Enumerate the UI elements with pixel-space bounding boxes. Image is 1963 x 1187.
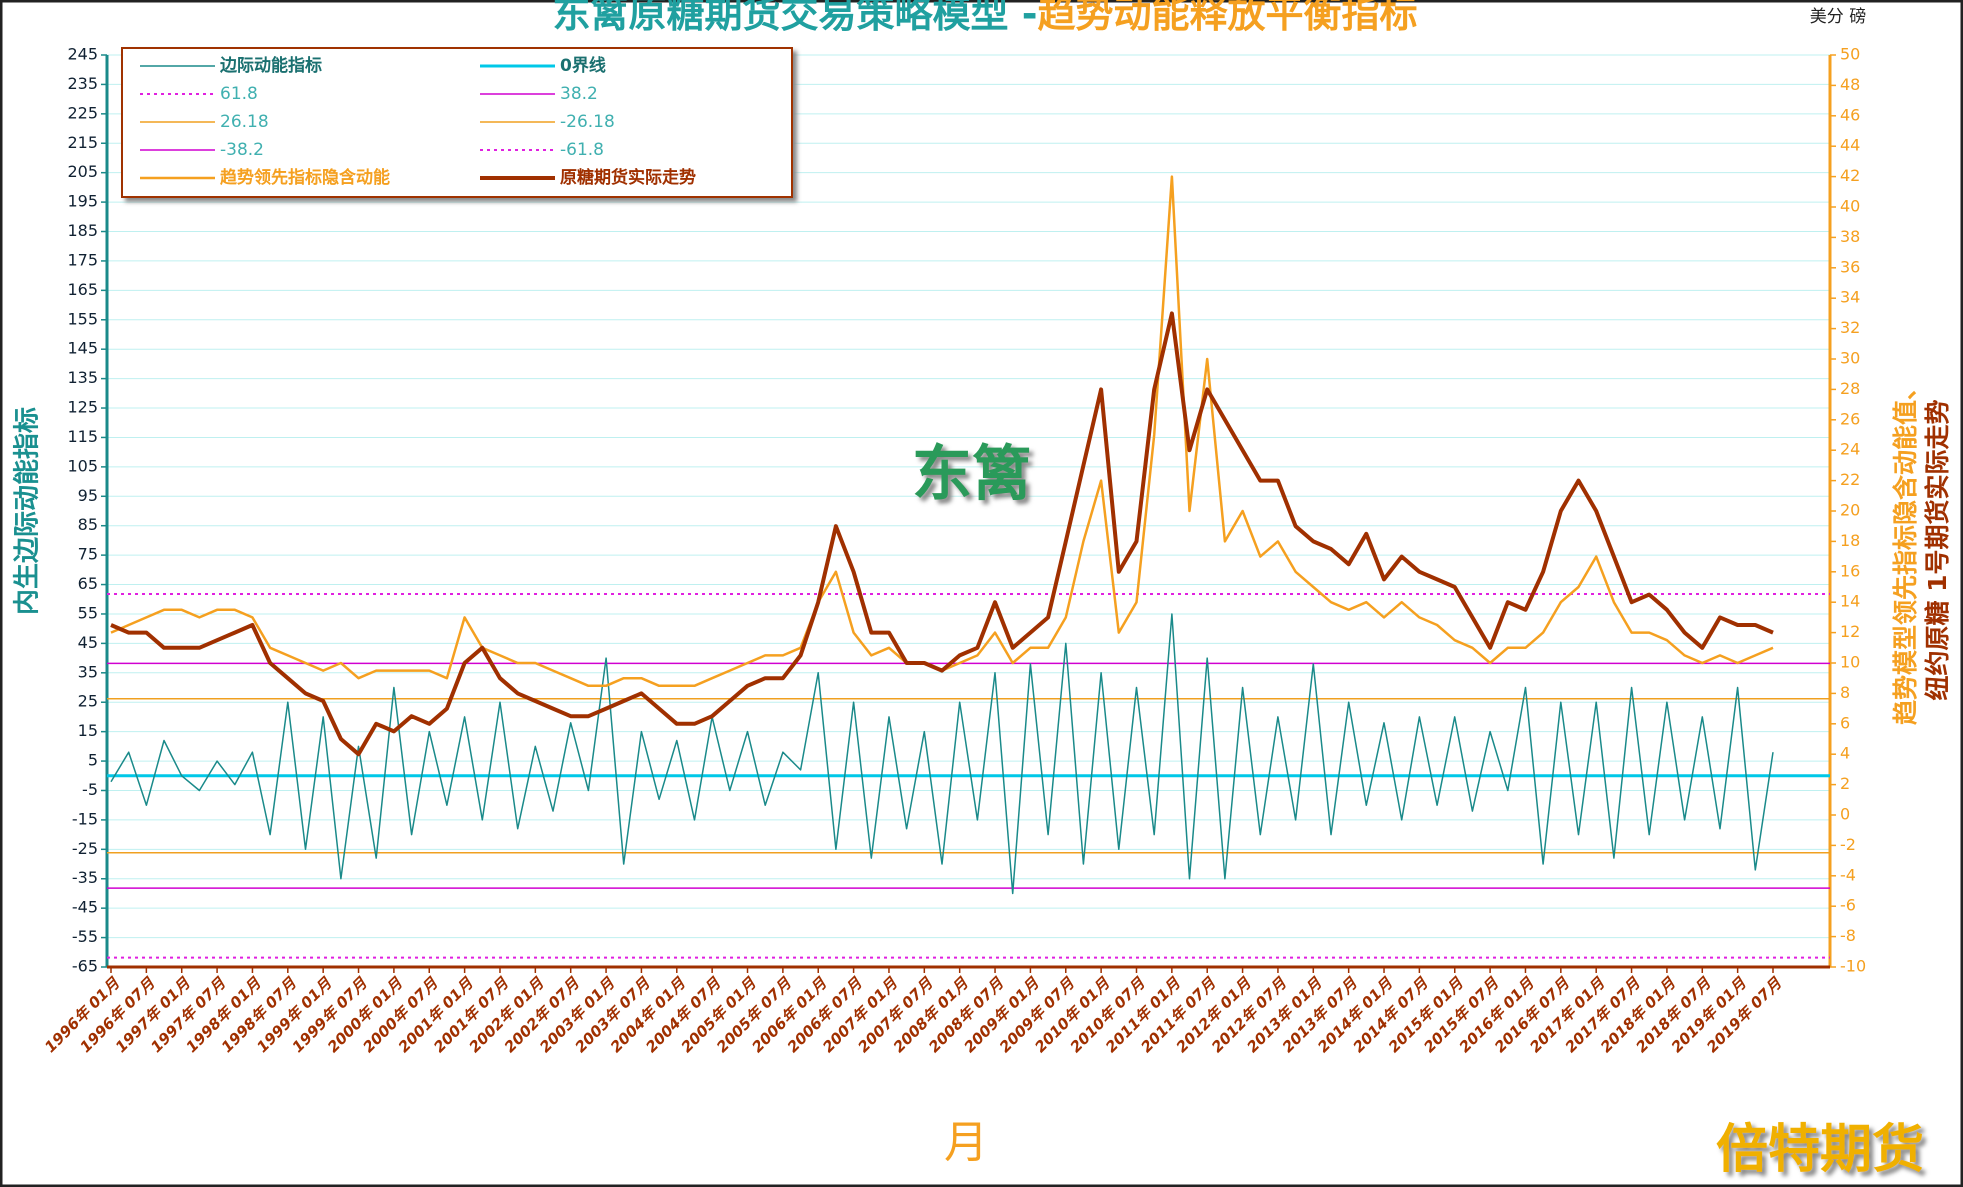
y2-tick-label: 46 [1840, 105, 1860, 124]
legend-label: 38.2 [560, 84, 598, 104]
legend-label: 边际动能指标 [219, 55, 322, 76]
y2-tick-label: 30 [1840, 349, 1860, 368]
y-tick-label: 105 [67, 456, 98, 475]
y2-tick-label: 26 [1840, 409, 1860, 428]
y2-tick-label: 36 [1840, 257, 1860, 276]
y-tick-label: 205 [67, 162, 98, 181]
y2-tick-label: -2 [1840, 835, 1856, 854]
y-tick-label: 185 [67, 221, 98, 240]
y-tick-label: 235 [67, 74, 98, 93]
y-tick-label: 245 [67, 45, 98, 64]
legend-label: -26.18 [560, 112, 615, 132]
y2-tick-label: 42 [1840, 166, 1860, 185]
title-part: 东篱原糖期货交易策略模型 - [552, 0, 1037, 36]
y-tick-label: -45 [72, 898, 98, 917]
watermark: 倍特期货 [1716, 1120, 1924, 1180]
y2-tick-label: -4 [1840, 865, 1856, 884]
y-tick-label: -5 [82, 780, 98, 799]
legend-label: -38.2 [220, 140, 264, 160]
series-line [110, 311, 1774, 757]
y-tick-label: 175 [67, 250, 98, 269]
y2-axis-title: 纽约原糖 1号期货实际走势 [1923, 399, 1952, 700]
y2-tick-label: 8 [1840, 683, 1850, 702]
y2-tick-label: 34 [1840, 288, 1860, 307]
y-tick-label: 25 [78, 692, 98, 711]
y-tick-label: 195 [67, 192, 98, 211]
legend-label: 趋势领先指标隐含动能 [220, 167, 390, 188]
y-tick-label: -55 [72, 927, 98, 946]
y-tick-label: -35 [72, 868, 98, 887]
y-tick-label: 125 [67, 398, 98, 417]
y-tick-label: 95 [78, 486, 98, 505]
y2-tick-label: 20 [1840, 501, 1860, 520]
x-axis-title: 月 [944, 1117, 988, 1168]
y-tick-label: 155 [67, 309, 98, 328]
y2-tick-label: 32 [1840, 318, 1860, 337]
y-tick-label: 35 [78, 662, 98, 681]
y2-tick-label: 10 [1840, 653, 1860, 672]
legend-label: -61.8 [560, 140, 604, 160]
legend-label: 原糖期货实际走势 [560, 167, 696, 188]
y-tick-label: -65 [72, 957, 98, 976]
y-axis-title: 内生边际动能指标 [12, 407, 43, 615]
y-tick-label: 55 [78, 603, 98, 622]
y2-tick-label: -6 [1840, 896, 1856, 915]
y2-tick-label: 12 [1840, 622, 1860, 641]
y2-tick-label: 0 [1840, 805, 1850, 824]
unit-label: 美分 磅 [1810, 7, 1866, 27]
watermark: 东篱 [912, 440, 1032, 510]
y2-tick-label: 24 [1840, 440, 1860, 459]
legend: 边际动能指标 0界线 61.8 38.2 26.18 -26.18 -38.2 -61.8 趋势… [121, 47, 793, 198]
y2-tick-label: 16 [1840, 561, 1860, 580]
y-tick-label: -25 [72, 839, 98, 858]
y-tick-label: 115 [67, 427, 98, 446]
y2-tick-label: 50 [1840, 45, 1860, 64]
chart-title: 东篱原糖期货交易策略模型 -趋势动能释放平衡指标 [552, 0, 1417, 36]
y-tick-label: 85 [78, 515, 98, 534]
y-tick-label: -15 [72, 809, 98, 828]
y-tick-label: 165 [67, 280, 98, 299]
y2-tick-label: 6 [1840, 713, 1850, 732]
y-tick-label: 135 [67, 368, 98, 387]
y2-tick-label: 40 [1840, 197, 1860, 216]
y2-tick-label: 18 [1840, 531, 1860, 550]
y2-tick-label: 14 [1840, 592, 1860, 611]
y2-tick-label: 22 [1840, 470, 1860, 489]
y2-tick-label: -10 [1840, 957, 1866, 976]
legend-label: 0界线 [560, 55, 606, 76]
y2-tick-label: 4 [1840, 744, 1850, 763]
title-part: 趋势动能释放平衡指标 [1038, 0, 1418, 36]
legend-label: 61.8 [220, 84, 258, 104]
series-line [110, 613, 1774, 895]
y-tick-label: 75 [78, 545, 98, 564]
y2-tick-label: 2 [1840, 774, 1850, 793]
y-tick-label: 15 [78, 721, 98, 740]
y-tick-label: 225 [67, 103, 98, 122]
legend-box [121, 47, 793, 198]
y2-tick-label: 38 [1840, 227, 1860, 246]
y-tick-label: 65 [78, 574, 98, 593]
y2-tick-label: 44 [1840, 136, 1860, 155]
y-tick-label: 215 [67, 133, 98, 152]
y2-tick-label: 28 [1840, 379, 1860, 398]
y-tick-label: 45 [78, 633, 98, 652]
y-tick-label: 5 [88, 751, 98, 770]
y-tick-label: 145 [67, 339, 98, 358]
y2-tick-label: -8 [1840, 926, 1856, 945]
y2-tick-label: 48 [1840, 75, 1860, 94]
legend-label: 26.18 [220, 112, 269, 132]
y2-axis-title: 趋势模型领先指标隐含动能值、 [1891, 375, 1920, 725]
